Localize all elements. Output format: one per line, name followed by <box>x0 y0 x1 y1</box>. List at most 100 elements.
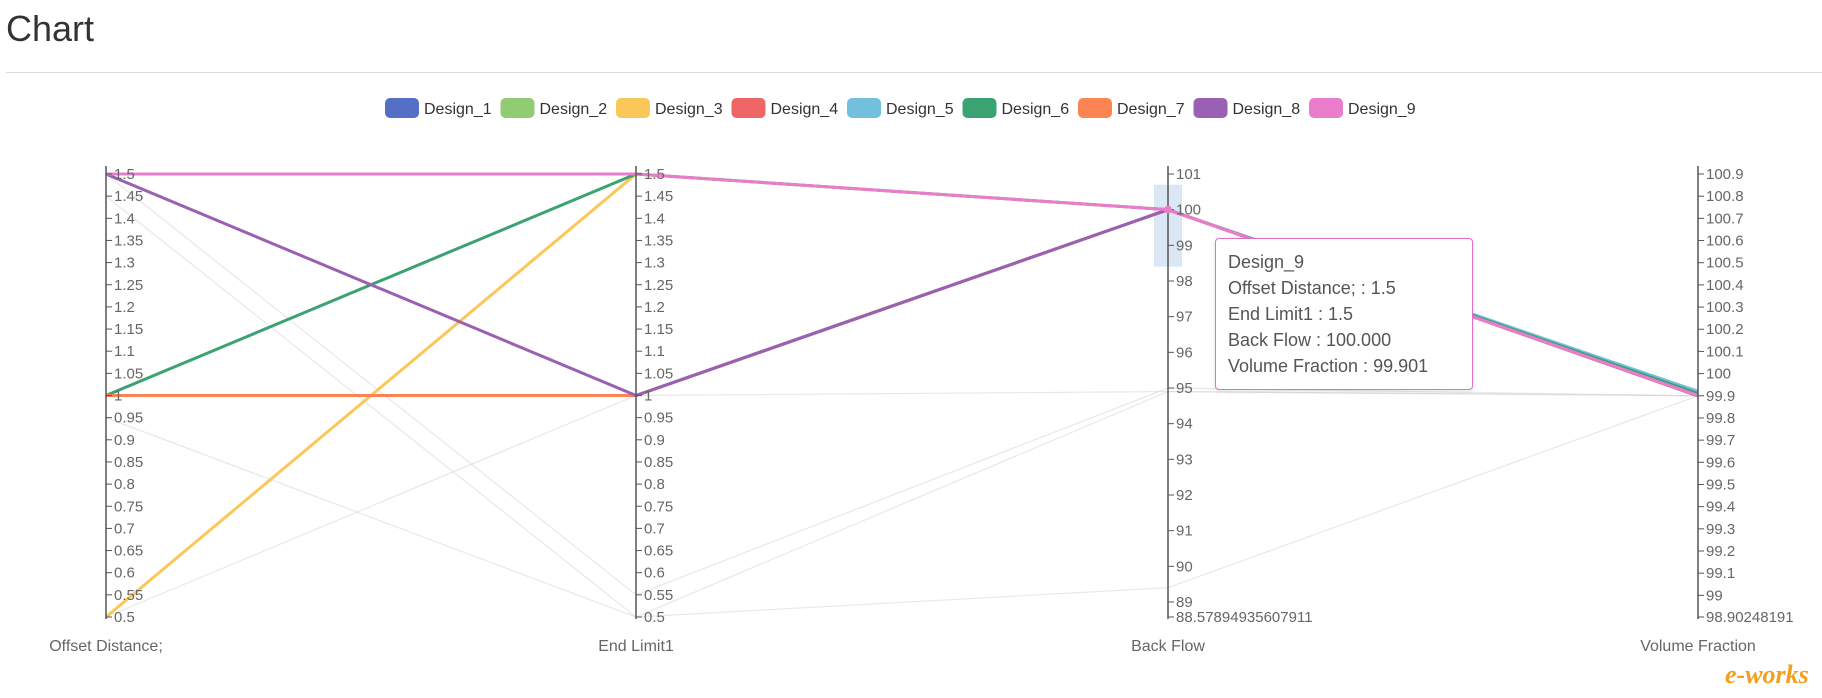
tick-label: 100 <box>1176 202 1201 219</box>
tick-label: 99.1 <box>1706 565 1735 582</box>
tick-label: 99.9 <box>1706 388 1735 405</box>
tick-label: 1 <box>644 388 652 405</box>
data-tooltip: Design_9 Offset Distance; : 1.5 End Limi… <box>1215 238 1473 390</box>
tick-label: 1.05 <box>114 365 143 382</box>
tick-label: 89 <box>1176 594 1193 611</box>
tick-label: 100.4 <box>1706 277 1744 294</box>
legend-swatch[interactable] <box>1309 98 1343 118</box>
tick-label: 100.5 <box>1706 255 1744 272</box>
tick-label: 0.85 <box>644 454 673 471</box>
tick-label: 0.85 <box>114 454 143 471</box>
tick-label: 0.65 <box>114 543 143 560</box>
tick-label: 1.05 <box>644 365 673 382</box>
tick-label: 100.9 <box>1706 166 1744 183</box>
tick-label: 0.5 <box>114 609 135 626</box>
tick-label: 99.2 <box>1706 543 1735 560</box>
tooltip-line-offset: Offset Distance; : 1.5 <box>1228 278 1396 298</box>
axis-name: Offset Distance; <box>49 638 163 655</box>
tick-label: 0.55 <box>644 587 673 604</box>
axis-name: Back Flow <box>1131 638 1205 655</box>
tick-label: 1.1 <box>644 343 665 360</box>
tick-label: 0.8 <box>644 476 665 493</box>
tooltip-line-end-limit: End Limit1 : 1.5 <box>1228 304 1354 324</box>
legend-label[interactable]: Design_1 <box>424 101 492 118</box>
tick-label: 98.90248191 <box>1706 609 1794 626</box>
tick-label: 0.7 <box>644 520 665 537</box>
tick-label: 1.2 <box>644 299 665 316</box>
tick-label: 1 <box>114 388 122 405</box>
legend-label[interactable]: Design_5 <box>886 101 954 118</box>
tick-label: 96 <box>1176 344 1193 361</box>
tick-label: 0.9 <box>114 432 135 449</box>
legend-swatch[interactable] <box>616 98 650 118</box>
tick-label: 1.3 <box>114 255 135 272</box>
legend-swatch[interactable] <box>385 98 419 118</box>
inactive-series-line <box>105 395 1699 618</box>
tick-label: 0.75 <box>114 498 143 515</box>
tick-label: 99.8 <box>1706 410 1735 427</box>
tick-label: 1.5 <box>644 166 665 183</box>
page-title: Chart <box>6 8 95 49</box>
tick-label: 99 <box>1176 237 1193 254</box>
legend-swatch[interactable] <box>1193 98 1228 118</box>
tick-label: 1.45 <box>644 188 673 205</box>
tick-label: 0.75 <box>644 498 673 515</box>
tick-label: 0.55 <box>114 587 143 604</box>
tick-label: 1.1 <box>114 343 135 360</box>
tick-label: 99.4 <box>1706 499 1735 516</box>
tick-label: 0.9 <box>644 432 665 449</box>
tick-label: 100.8 <box>1706 188 1744 205</box>
tooltip-series: Design_9 <box>1228 252 1305 272</box>
legend-label[interactable]: Design_6 <box>1002 101 1070 118</box>
tick-label: 100.6 <box>1706 233 1744 250</box>
tick-label: 1.4 <box>644 210 665 227</box>
legend-label[interactable]: Design_9 <box>1348 101 1416 118</box>
tick-label: 91 <box>1176 523 1193 540</box>
legend-swatch[interactable] <box>731 98 766 118</box>
tick-label: 1.4 <box>114 210 135 227</box>
tick-label: 0.8 <box>114 476 135 493</box>
tooltip-line-back-flow: Back Flow : 100.000 <box>1228 330 1392 350</box>
tick-label: 0.7 <box>114 520 135 537</box>
inactive-series-line <box>105 390 1699 618</box>
tick-label: 101 <box>1176 166 1201 183</box>
tick-label: 1.5 <box>114 166 135 183</box>
tick-label: 93 <box>1176 451 1193 468</box>
tick-label: 99.7 <box>1706 432 1735 449</box>
tick-label: 100.3 <box>1706 299 1744 316</box>
tick-label: 0.95 <box>114 410 143 427</box>
tick-label: 0.6 <box>114 565 135 582</box>
legend-label[interactable]: Design_7 <box>1117 101 1185 118</box>
tick-label: 1.2 <box>114 299 135 316</box>
tick-label: 100 <box>1706 366 1731 383</box>
legend-label[interactable]: Design_3 <box>655 101 723 118</box>
tick-label: 88.57894935607911 <box>1176 609 1313 626</box>
tick-label: 0.95 <box>644 410 673 427</box>
tick-label: 0.6 <box>644 565 665 582</box>
legend-swatch[interactable] <box>962 98 997 118</box>
legend-swatch[interactable] <box>1078 98 1112 118</box>
legend-swatch[interactable] <box>500 98 535 118</box>
tick-label: 1.15 <box>114 321 143 338</box>
tick-label: 1.25 <box>644 277 673 294</box>
tick-label: 1.35 <box>114 232 143 249</box>
tick-label: 1.3 <box>644 255 665 272</box>
tick-label: 1.15 <box>644 321 673 338</box>
tick-label: 1.45 <box>114 188 143 205</box>
tick-label: 100.7 <box>1706 210 1744 227</box>
legend-label[interactable]: Design_4 <box>771 101 839 118</box>
tick-label: 100.1 <box>1706 343 1744 360</box>
tick-label: 1.35 <box>644 232 673 249</box>
legend-swatch[interactable] <box>847 98 881 118</box>
tick-label: 99.5 <box>1706 476 1735 493</box>
legend-label[interactable]: Design_2 <box>540 101 608 118</box>
axis-name: End Limit1 <box>598 638 674 655</box>
tick-label: 90 <box>1176 558 1193 575</box>
axis-name: Volume Fraction <box>1640 638 1756 655</box>
tick-label: 0.5 <box>644 609 665 626</box>
title-divider <box>6 72 1822 73</box>
legend-label[interactable]: Design_8 <box>1233 101 1301 118</box>
tick-label: 1.25 <box>114 277 143 294</box>
highlight-point <box>1164 205 1172 214</box>
